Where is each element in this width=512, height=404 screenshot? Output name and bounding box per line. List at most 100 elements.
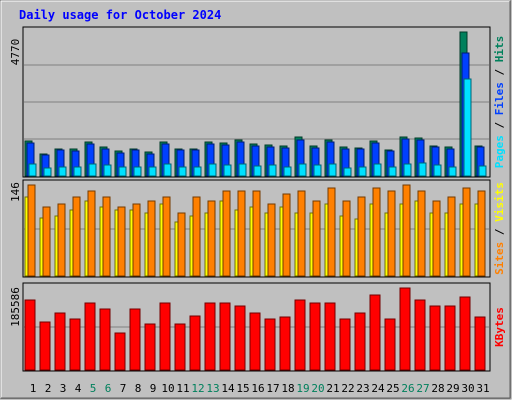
- bar-kbytes-day-12: [189, 315, 201, 371]
- bar-sites-day-14: [222, 190, 231, 277]
- x-label-day-4: 4: [75, 382, 82, 395]
- bar-sites-day-28: [432, 200, 441, 277]
- bar-pages-day-23: [358, 166, 367, 177]
- x-label-day-29: 29: [446, 382, 459, 395]
- x-label-day-20: 20: [311, 382, 324, 395]
- bar-sites-day-15: [237, 190, 246, 277]
- x-label-day-8: 8: [135, 382, 142, 395]
- bar-pages-day-6: [103, 164, 112, 177]
- bar-pages-day-13: [208, 163, 217, 177]
- bar-pages-day-21: [328, 163, 337, 177]
- bar-marks: [24, 31, 487, 371]
- bar-kbytes-day-31: [474, 316, 486, 371]
- bar-pages-day-15: [238, 163, 247, 177]
- legend-entry: Pages: [493, 135, 506, 168]
- bar-pages-day-5: [88, 163, 97, 177]
- bar-kbytes-day-1: [24, 299, 36, 371]
- bar-pages-day-26: [403, 163, 412, 177]
- x-label-day-28: 28: [431, 382, 444, 395]
- bar-sites-day-26: [402, 184, 411, 277]
- bar-sites-day-24: [372, 187, 381, 277]
- bar-sites-day-1: [27, 184, 36, 277]
- x-label-day-10: 10: [161, 382, 174, 395]
- bar-pages-day-31: [478, 165, 487, 177]
- bar-kbytes-day-25: [384, 318, 396, 371]
- bar-sites-day-18: [282, 193, 291, 277]
- bar-sites-day-9: [147, 200, 156, 277]
- x-label-day-22: 22: [341, 382, 354, 395]
- bar-pages-day-12: [193, 166, 202, 177]
- x-label-day-31: 31: [476, 382, 489, 395]
- bar-pages-day-3: [58, 166, 67, 177]
- bar-pages-day-24: [373, 163, 382, 177]
- kbytes-ymax-label: 185586: [9, 287, 22, 327]
- bar-pages-day-10: [163, 163, 172, 177]
- x-label-day-26: 26: [401, 382, 414, 395]
- x-label-day-5: 5: [90, 382, 97, 395]
- legend-entry: /: [493, 222, 506, 242]
- bar-pages-day-30: [463, 78, 472, 177]
- x-axis-labels: 1 2 3 4 5 6 7 8 9 10 11 12 13 14 15 16 17 18 19 20 21 22 23 24 2…: [30, 382, 490, 395]
- bar-kbytes-day-26: [399, 287, 411, 371]
- bar-pages-day-17: [268, 164, 277, 177]
- bar-kbytes-day-29: [444, 305, 456, 371]
- bar-pages-day-22: [343, 167, 352, 177]
- legend-entry: KBytes: [493, 307, 506, 347]
- bar-pages-day-27: [418, 162, 427, 177]
- bar-sites-day-4: [72, 196, 81, 277]
- bar-sites-day-21: [327, 187, 336, 277]
- bar-kbytes-day-24: [369, 294, 381, 371]
- bar-kbytes-day-15: [234, 305, 246, 371]
- x-label-day-16: 16: [251, 382, 264, 395]
- bar-sites-day-29: [447, 196, 456, 277]
- legend-panel-2: Sites / Visits: [493, 182, 506, 275]
- bar-pages-day-19: [298, 163, 307, 177]
- visits-ymax-label: 146: [9, 182, 22, 202]
- bar-kbytes-day-28: [429, 305, 441, 371]
- bar-kbytes-day-8: [129, 308, 141, 371]
- bar-kbytes-day-7: [114, 332, 126, 371]
- x-label-day-18: 18: [281, 382, 294, 395]
- legend-panel-1: Pages / Files / Hits: [493, 36, 506, 169]
- legend-entry: /: [493, 115, 506, 135]
- bar-kbytes-day-4: [69, 318, 81, 371]
- bar-sites-day-19: [297, 190, 306, 277]
- bar-sites-day-16: [252, 190, 261, 277]
- bar-sites-day-30: [462, 187, 471, 277]
- bar-sites-day-20: [312, 200, 321, 277]
- bar-sites-day-23: [357, 196, 366, 277]
- x-label-day-7: 7: [120, 382, 127, 395]
- bar-kbytes-day-2: [39, 321, 51, 371]
- bar-kbytes-day-11: [174, 323, 186, 371]
- bar-sites-day-8: [132, 203, 141, 277]
- x-label-day-23: 23: [356, 382, 369, 395]
- x-label-day-6: 6: [105, 382, 112, 395]
- x-label-day-24: 24: [371, 382, 385, 395]
- bar-pages-day-2: [43, 167, 52, 177]
- bar-pages-day-9: [148, 166, 157, 177]
- x-label-day-27: 27: [416, 382, 429, 395]
- x-label-day-3: 3: [60, 382, 67, 395]
- x-label-day-21: 21: [326, 382, 339, 395]
- bar-sites-day-12: [192, 196, 201, 277]
- bar-pages-day-1: [28, 163, 37, 177]
- x-label-day-25: 25: [386, 382, 399, 395]
- x-label-day-1: 1: [30, 382, 37, 395]
- bar-kbytes-day-6: [99, 308, 111, 371]
- bar-sites-day-13: [207, 200, 216, 277]
- bar-kbytes-day-18: [279, 316, 291, 371]
- x-label-day-30: 30: [461, 382, 474, 395]
- bar-pages-day-16: [253, 165, 262, 177]
- bar-kbytes-day-30: [459, 296, 471, 371]
- bar-sites-day-31: [477, 190, 486, 277]
- bar-sites-day-10: [162, 196, 171, 277]
- chart-title: Daily usage for October 2024: [19, 8, 221, 22]
- bar-sites-day-2: [42, 206, 51, 277]
- bar-pages-day-29: [448, 166, 457, 177]
- bar-pages-day-14: [223, 164, 232, 177]
- bar-sites-day-5: [87, 190, 96, 277]
- bar-kbytes-day-9: [144, 323, 156, 371]
- bar-pages-day-28: [433, 164, 442, 177]
